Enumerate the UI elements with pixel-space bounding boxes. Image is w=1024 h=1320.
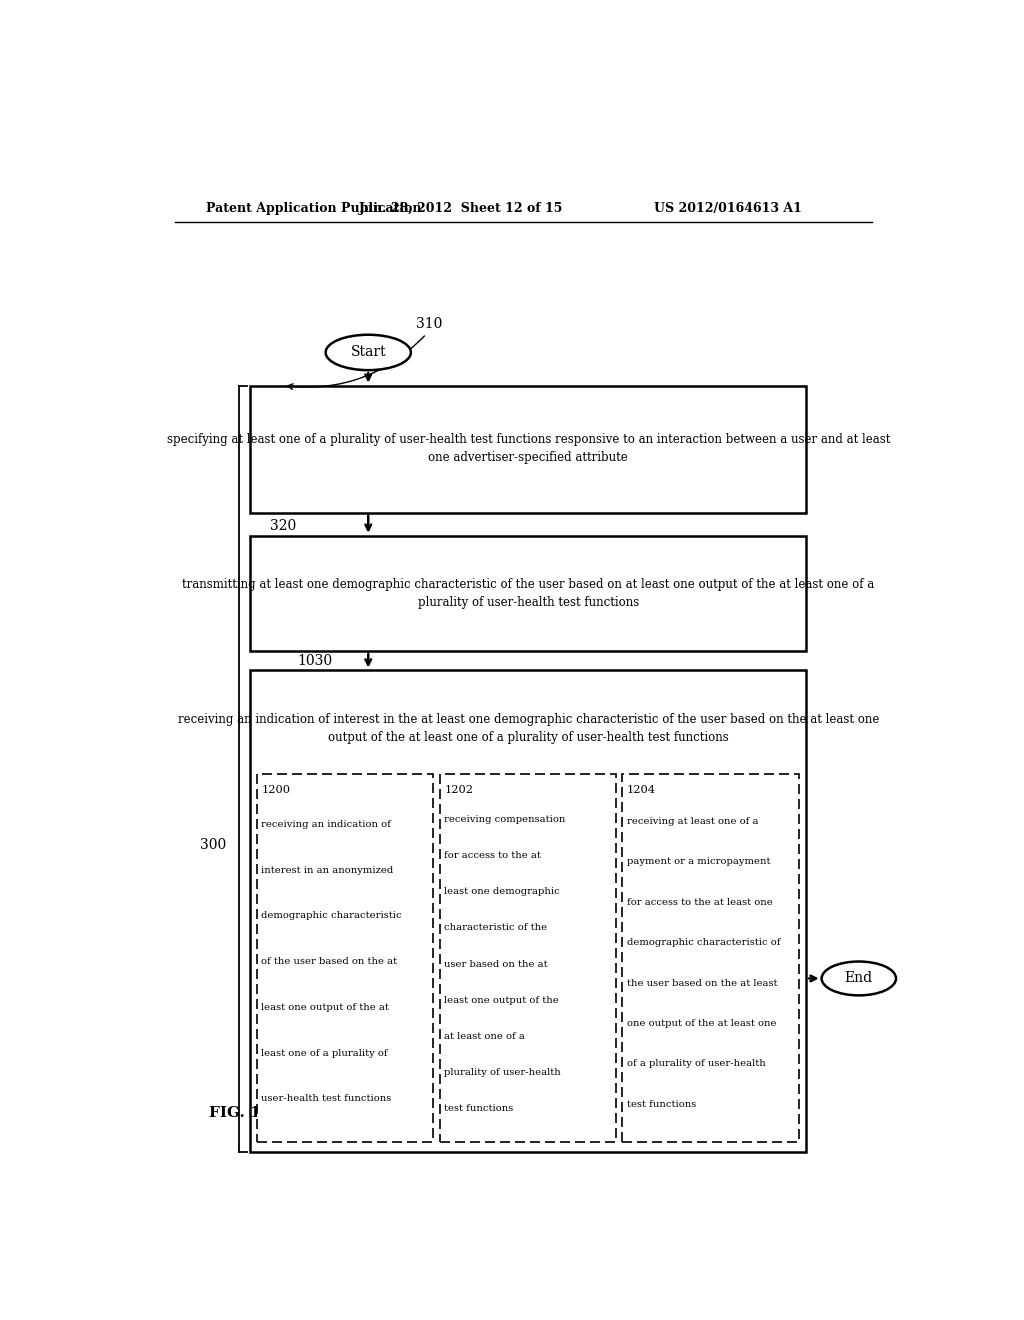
FancyBboxPatch shape: [623, 775, 799, 1143]
Text: End: End: [845, 972, 872, 986]
Text: user-health test functions: user-health test functions: [261, 1094, 391, 1104]
Text: Start: Start: [350, 346, 386, 359]
Text: 1200: 1200: [261, 785, 290, 795]
Text: receiving compensation: receiving compensation: [444, 814, 565, 824]
Text: least one of a plurality of: least one of a plurality of: [261, 1048, 388, 1057]
Text: receiving at least one of a: receiving at least one of a: [627, 817, 759, 826]
Text: receiving an indication of interest in the at least one demographic characterist: receiving an indication of interest in t…: [177, 713, 879, 743]
Text: US 2012/0164613 A1: US 2012/0164613 A1: [654, 202, 802, 215]
FancyBboxPatch shape: [251, 385, 806, 512]
Text: payment or a micropayment: payment or a micropayment: [627, 858, 771, 866]
FancyBboxPatch shape: [251, 536, 806, 651]
Text: for access to the at: for access to the at: [444, 851, 541, 861]
Text: of the user based on the at: of the user based on the at: [261, 957, 397, 966]
Text: characteristic of the: characteristic of the: [444, 924, 547, 932]
Text: 310: 310: [417, 317, 442, 331]
Text: Jun. 28, 2012  Sheet 12 of 15: Jun. 28, 2012 Sheet 12 of 15: [359, 202, 563, 215]
Text: 320: 320: [270, 520, 296, 533]
Text: least one output of the: least one output of the: [444, 995, 559, 1005]
Text: at least one of a: at least one of a: [444, 1032, 525, 1041]
FancyBboxPatch shape: [439, 775, 616, 1143]
FancyBboxPatch shape: [251, 671, 806, 1151]
Text: receiving an indication of: receiving an indication of: [261, 820, 391, 829]
Text: least one output of the at: least one output of the at: [261, 1003, 389, 1012]
Text: the user based on the at least: the user based on the at least: [627, 978, 777, 987]
Text: for access to the at least one: for access to the at least one: [627, 898, 773, 907]
Ellipse shape: [326, 335, 411, 370]
Text: 1030: 1030: [297, 655, 332, 668]
Text: 1204: 1204: [627, 785, 656, 795]
Text: test functions: test functions: [627, 1100, 696, 1109]
Text: FIG. 12: FIG. 12: [209, 1106, 271, 1121]
Text: transmitting at least one demographic characteristic of the user based on at lea: transmitting at least one demographic ch…: [182, 578, 874, 609]
FancyBboxPatch shape: [257, 775, 433, 1143]
Text: demographic characteristic of: demographic characteristic of: [627, 939, 780, 948]
Text: Patent Application Publication: Patent Application Publication: [206, 202, 421, 215]
Text: demographic characteristic: demographic characteristic: [261, 911, 402, 920]
Text: least one demographic: least one demographic: [444, 887, 560, 896]
Text: user based on the at: user based on the at: [444, 960, 548, 969]
Text: 1202: 1202: [444, 785, 473, 795]
Text: one output of the at least one: one output of the at least one: [627, 1019, 776, 1028]
Text: 300: 300: [200, 838, 226, 853]
Text: of a plurality of user-health: of a plurality of user-health: [627, 1060, 766, 1068]
Text: plurality of user-health: plurality of user-health: [444, 1068, 561, 1077]
Text: interest in an anonymized: interest in an anonymized: [261, 866, 393, 875]
Ellipse shape: [821, 961, 896, 995]
Text: specifying at least one of a plurality of user-health test functions responsive : specifying at least one of a plurality o…: [167, 433, 890, 465]
Text: test functions: test functions: [444, 1104, 513, 1113]
